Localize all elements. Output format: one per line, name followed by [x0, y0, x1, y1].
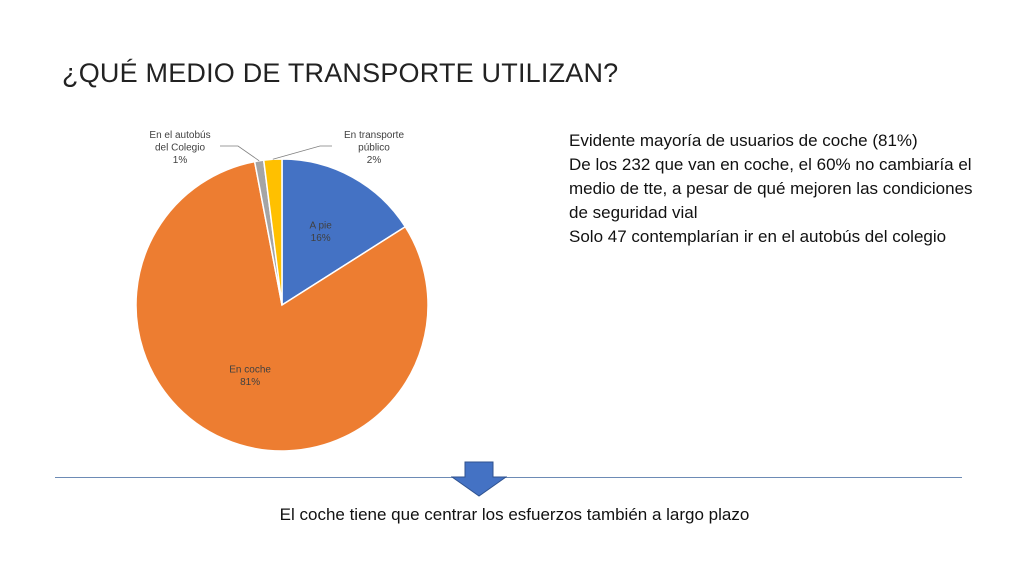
pie-label-0: A pie 16%	[310, 221, 333, 245]
pie-slice-0	[281, 158, 407, 307]
slide-title: ¿QUÉ MEDIO DE TRANSPORTE UTILIZAN?	[62, 58, 619, 88]
pie-label-3: En transporte público 2%	[344, 130, 404, 166]
leader-line-2	[220, 145, 260, 162]
pie-chart: A pie 16% En coche 81% En el autobús del Cole…	[135, 130, 429, 452]
pie-slice-1	[135, 160, 429, 452]
finding-school-bus: Solo 47 contemplarían ir en el autobús d…	[569, 227, 947, 246]
finding-car-users: De los 232 que van en coche, el 60% no c…	[569, 155, 973, 222]
pie-slice-3	[262, 158, 283, 306]
pie-label-1: En coche 81%	[229, 365, 271, 389]
down-arrow-icon	[451, 461, 507, 497]
conclusion-text: El coche tiene que centrar los esfuerzos…	[279, 505, 750, 524]
horizontal-divider	[55, 477, 962, 478]
finding-majority: Evidente mayoría de usuarios de coche (8…	[569, 131, 918, 150]
findings-text: Evidente mayoría de usuarios de coche (8…	[569, 129, 989, 249]
pie-label-2: En el autobús del Colegio 1%	[149, 130, 210, 166]
leader-line-3	[272, 145, 332, 160]
